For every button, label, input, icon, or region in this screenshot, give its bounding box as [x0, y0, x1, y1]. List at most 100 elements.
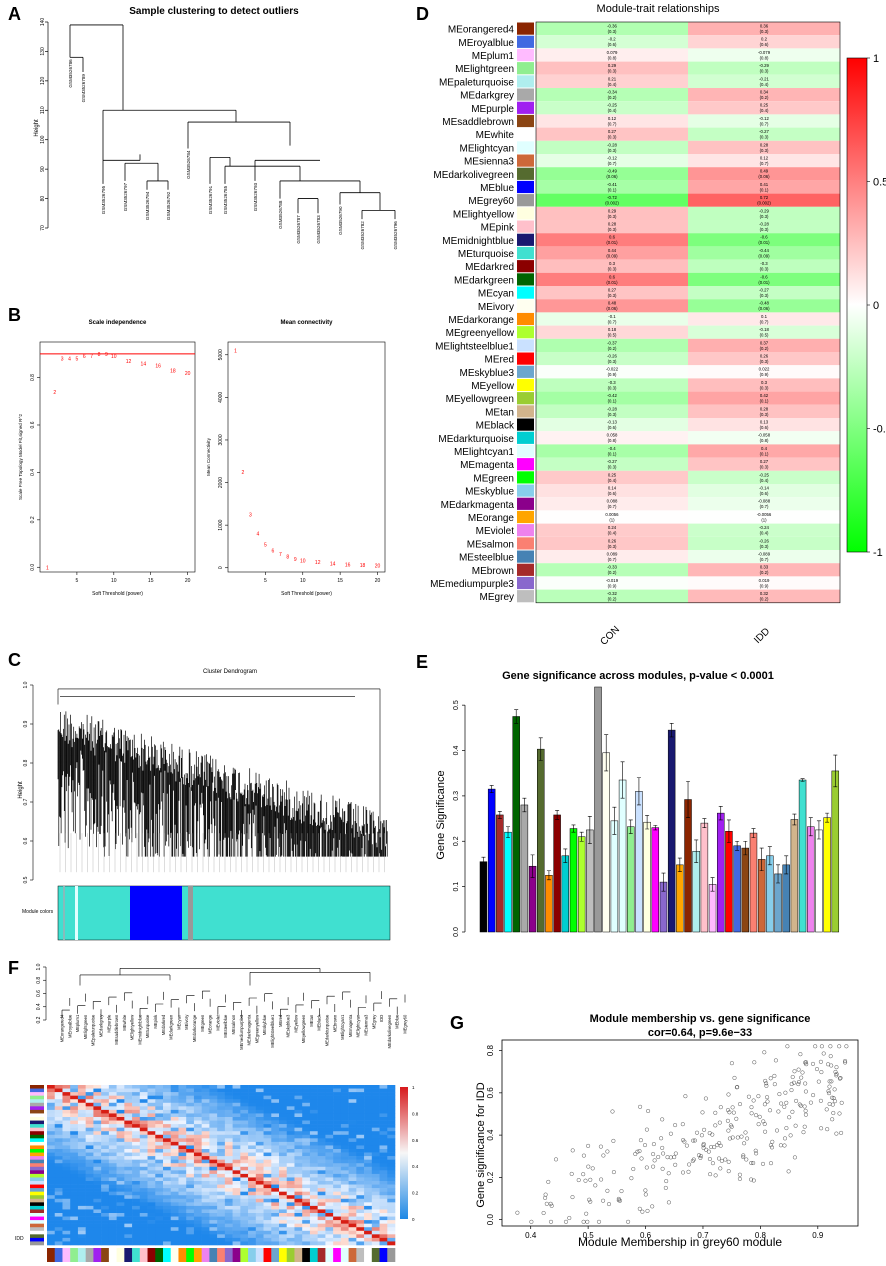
- f-heat-cell: [379, 1102, 388, 1107]
- f-side-swatch: [30, 1127, 44, 1132]
- f-heat-cell: [85, 1166, 94, 1171]
- d-cell-idd-p: (0.3): [760, 29, 769, 34]
- f-leaf-label: MEgrey: [371, 1014, 376, 1029]
- f-heat-cell: [170, 1198, 179, 1203]
- f-heat-cell: [364, 1220, 373, 1224]
- d-cell-idd: [688, 378, 840, 392]
- f-heat-cell: [356, 1198, 365, 1203]
- f-heat-cell: [193, 1117, 202, 1121]
- g-point: [824, 1107, 829, 1112]
- d-cell-idd-p: (0.3): [760, 465, 769, 470]
- f-heat-cell: [325, 1095, 334, 1100]
- f-heat-cell: [193, 1170, 202, 1175]
- f-heat-cell: [348, 1095, 357, 1100]
- f-heat-cell: [85, 1159, 94, 1164]
- f-heat-cell: [240, 1102, 249, 1107]
- f-heat-cell: [271, 1088, 280, 1093]
- f-heat-cell: [54, 1184, 63, 1189]
- f-heat-cell: [93, 1117, 102, 1121]
- f-heat-cell: [47, 1216, 56, 1221]
- f-heat-cell: [294, 1223, 303, 1228]
- f-heat-cell: [108, 1241, 117, 1246]
- f-heat-cell: [356, 1127, 365, 1132]
- f-heat-cell: [93, 1234, 102, 1239]
- f-heat-cell: [279, 1113, 288, 1118]
- f-heat-cell: [178, 1188, 187, 1192]
- d-cell-con: [536, 286, 688, 300]
- f-heat-cell: [124, 1181, 133, 1185]
- d-cell-con-p: (0.2): [608, 570, 617, 575]
- f-heat-cell: [364, 1131, 373, 1136]
- f-heat-cell: [279, 1124, 288, 1128]
- f-heat-cell: [302, 1202, 311, 1207]
- f-heat-cell: [70, 1131, 79, 1136]
- f-heat-cell: [371, 1117, 380, 1121]
- d-cell-con-p: (0.3): [608, 293, 617, 298]
- f-side-swatch: [30, 1152, 44, 1157]
- f-heat-cell: [348, 1127, 357, 1132]
- f-heat-cell: [333, 1220, 342, 1224]
- f-heat-cell: [186, 1113, 195, 1118]
- f-heat-cell: [232, 1113, 241, 1118]
- d-cell-idd-p: (0.2): [760, 346, 769, 351]
- f-leaf-label: MEskyblue3: [286, 1014, 291, 1037]
- g-point: [834, 1071, 839, 1077]
- f-side-swatch: [30, 1227, 44, 1232]
- f-heat-cell: [132, 1184, 141, 1189]
- f-heat-cell: [101, 1188, 110, 1192]
- f-heat-cell: [240, 1145, 249, 1150]
- f-heat-cell: [101, 1173, 110, 1178]
- f-heat-cell: [178, 1223, 187, 1228]
- e-tick-label: 0.1: [453, 882, 460, 892]
- d-cell-con-p: (0.9): [608, 372, 617, 377]
- g-point: [828, 1054, 833, 1059]
- f-heat-cell: [224, 1145, 233, 1150]
- f-heat-cell: [309, 1117, 318, 1121]
- e-bar: [807, 826, 815, 933]
- f-heat-cell: [186, 1188, 195, 1192]
- f-heat-cell: [356, 1088, 365, 1093]
- d-cell-con-p: (0.9): [608, 583, 617, 588]
- f-heat-cell: [224, 1131, 233, 1136]
- f-leaf-label: MEivory: [184, 1014, 189, 1030]
- d-cell-idd-r: -0.6: [760, 235, 768, 240]
- f-heat-cell: [186, 1241, 195, 1246]
- f-heat-cell: [317, 1213, 326, 1217]
- d-cell-idd: [688, 431, 840, 445]
- f-heat-cell: [325, 1177, 334, 1182]
- f-heat-cell: [47, 1177, 56, 1182]
- f-heat-cell: [356, 1234, 365, 1239]
- f-bottom-swatch: [271, 1248, 280, 1262]
- f-heat-cell: [209, 1198, 218, 1203]
- f-heat-cell: [294, 1195, 303, 1200]
- f-heat-cell: [124, 1184, 133, 1189]
- f-heat-cell: [302, 1177, 311, 1182]
- f-heat-cell: [294, 1220, 303, 1224]
- d-cell-con: [536, 312, 688, 326]
- f-side-swatch: [30, 1177, 44, 1182]
- f-heat-cell: [371, 1166, 380, 1171]
- f-heat-cell: [294, 1159, 303, 1164]
- d-cell-idd-r: -0.058: [758, 433, 771, 438]
- g-point: [673, 1162, 678, 1167]
- f-heat-cell: [294, 1099, 303, 1104]
- d-cell-con-p: (0.7): [608, 557, 617, 562]
- f-heat-cell: [93, 1106, 102, 1111]
- c-tick-label: 0.6: [23, 837, 29, 844]
- g-point: [583, 1178, 588, 1183]
- f-leaf-label: MEmediumpurple3: [239, 1014, 244, 1050]
- f-heat-cell: [101, 1237, 110, 1242]
- f-heat-cell: [387, 1163, 396, 1168]
- d-row-label: MEpink: [481, 223, 515, 234]
- f-heat-cell: [333, 1113, 342, 1118]
- f-heat-cell: [286, 1156, 295, 1160]
- f-heat-cell: [163, 1109, 172, 1114]
- f-heat-cell: [255, 1159, 264, 1164]
- f-heat-cell: [62, 1230, 71, 1235]
- f-heat-cell: [124, 1202, 133, 1207]
- f-heat-cell: [85, 1149, 94, 1153]
- f-heat-cell: [139, 1134, 148, 1139]
- f-heat-cell: [147, 1102, 156, 1107]
- f-side-swatch: [30, 1163, 44, 1168]
- f-heat-cell: [232, 1166, 241, 1171]
